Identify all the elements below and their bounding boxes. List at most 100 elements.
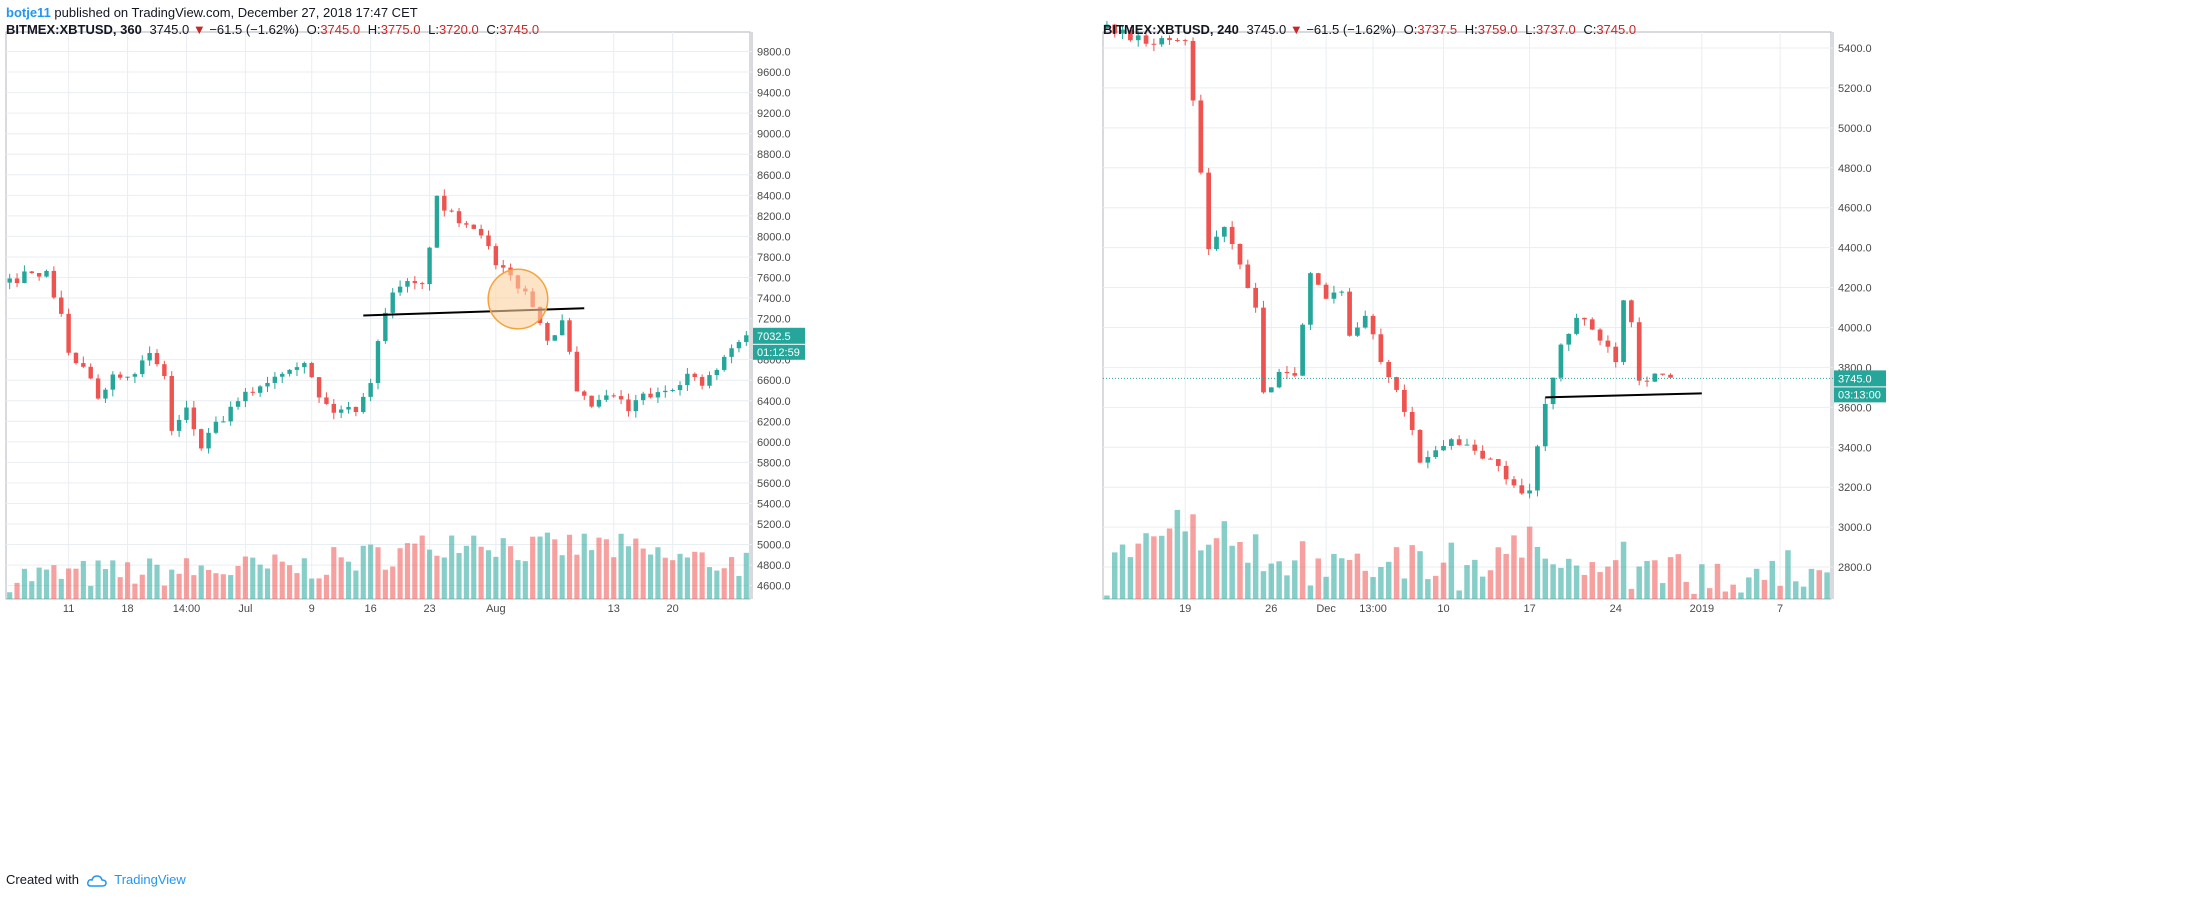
volume-bar bbox=[1464, 565, 1470, 599]
left-chart-panel[interactable]: 4600.0 4800.0 5000.0 5200.0 5400.0 5600.0 5800… bbox=[0, 21, 1095, 841]
candle-body bbox=[648, 393, 653, 398]
candle-body bbox=[471, 224, 476, 229]
volume-bar bbox=[625, 546, 632, 599]
volume-bar bbox=[1456, 590, 1462, 599]
y-tick-label: 8400.0 bbox=[757, 190, 791, 202]
high-value: 3759.0 bbox=[1477, 22, 1518, 37]
candle-body bbox=[1214, 236, 1219, 250]
candle-body bbox=[1402, 389, 1407, 412]
volume-bar bbox=[1213, 538, 1220, 599]
volume-bar bbox=[1761, 579, 1768, 599]
volume-bar bbox=[242, 556, 248, 599]
volume-bar bbox=[721, 568, 727, 599]
right-chart-panel[interactable]: 2800.0 3000.0 3200.0 3400.0 3600.0 3800.0 4000… bbox=[1097, 21, 2192, 841]
x-tick-label: 11 bbox=[63, 603, 74, 615]
x-tick-label: 20 bbox=[667, 603, 679, 615]
x-tick-label: 16 bbox=[365, 603, 377, 615]
author-link[interactable]: botje11 bbox=[6, 5, 51, 20]
volume-bar bbox=[353, 570, 359, 599]
x-tick-label: 24 bbox=[1610, 603, 1622, 615]
candle-body bbox=[1542, 404, 1548, 447]
x-tick-label: 13 bbox=[608, 603, 620, 615]
volume-bar bbox=[147, 558, 153, 599]
candle-body bbox=[493, 246, 499, 266]
volume-bar bbox=[213, 573, 219, 599]
volume-bar bbox=[345, 561, 352, 599]
candle-body bbox=[1472, 444, 1478, 451]
volume-bar bbox=[95, 560, 101, 599]
open-label: O: bbox=[1403, 22, 1418, 37]
price-label-box bbox=[1834, 370, 1886, 387]
candle-body bbox=[368, 383, 373, 397]
candle-body bbox=[699, 377, 705, 386]
volume-bar bbox=[655, 547, 661, 599]
volume-bar bbox=[1511, 535, 1517, 599]
candle-body bbox=[14, 278, 20, 284]
candle-body bbox=[1425, 456, 1431, 463]
candle-body bbox=[198, 429, 204, 449]
candle-body bbox=[265, 382, 270, 387]
volume-bar bbox=[1777, 585, 1783, 599]
volume-bar bbox=[699, 552, 705, 599]
volume-bar bbox=[1331, 553, 1337, 599]
candle-body bbox=[66, 313, 71, 353]
candle-body bbox=[1355, 327, 1360, 336]
candle-body bbox=[633, 400, 639, 412]
volume-bar bbox=[43, 569, 50, 599]
candle-body bbox=[456, 211, 462, 224]
volume-bar bbox=[1769, 560, 1776, 599]
x-tick-label: Dec bbox=[1316, 603, 1336, 615]
change-value: −61.5 (−1.62%) bbox=[209, 22, 299, 37]
volume-bar bbox=[1221, 521, 1228, 599]
candle-body bbox=[1386, 362, 1392, 378]
volume-bar bbox=[515, 560, 521, 599]
publish-info: published on TradingView.com, December 2… bbox=[54, 5, 418, 20]
candle-body bbox=[1339, 291, 1345, 293]
candle-body bbox=[36, 272, 42, 277]
volume-bar bbox=[1260, 571, 1267, 599]
candle-body bbox=[1550, 377, 1556, 405]
volume-bar bbox=[1229, 545, 1235, 599]
candle-body bbox=[1245, 264, 1251, 288]
y-tick-label: 3600.0 bbox=[1838, 402, 1872, 414]
candle-body bbox=[1159, 38, 1165, 45]
left-chart-svg[interactable]: 4600.0 4800.0 5000.0 5200.0 5400.0 5600.0 5800… bbox=[0, 21, 1095, 841]
volume-bar bbox=[1378, 567, 1384, 599]
volume-bar bbox=[1401, 578, 1408, 599]
volume-bar bbox=[434, 555, 440, 599]
y-tick-label: 8200.0 bbox=[757, 211, 791, 223]
volume-bar bbox=[508, 546, 514, 599]
volume-bar bbox=[1722, 591, 1729, 599]
candle-body bbox=[191, 407, 197, 430]
volume-bar bbox=[611, 557, 617, 599]
y-tick-label: 4800.0 bbox=[757, 560, 791, 572]
volume-bar bbox=[1448, 542, 1455, 599]
volume-bar bbox=[264, 568, 271, 599]
volume-bar bbox=[294, 573, 300, 599]
volume-bar bbox=[110, 560, 116, 599]
volume-bar bbox=[198, 565, 204, 599]
high-value: 3775.0 bbox=[380, 22, 421, 37]
y-tick-label: 6000.0 bbox=[757, 437, 791, 449]
candle-body bbox=[1120, 29, 1125, 34]
x-tick-label: 7 bbox=[1777, 603, 1783, 615]
right-chart-svg[interactable]: 2800.03000.03200.03400.03600.03800.04000… bbox=[1097, 21, 2192, 841]
candle-body bbox=[736, 342, 742, 349]
candle-body bbox=[213, 421, 219, 433]
volume-bar bbox=[1730, 584, 1736, 599]
volume-bar bbox=[1503, 553, 1509, 599]
x-tick-label: 19 bbox=[1179, 603, 1191, 615]
candle-body bbox=[44, 270, 49, 277]
volume-bar bbox=[1354, 553, 1361, 599]
candle-body bbox=[346, 406, 351, 410]
volume-bar bbox=[647, 554, 654, 599]
candle-body bbox=[1175, 40, 1180, 42]
volume-bar bbox=[1479, 576, 1486, 599]
candle-body bbox=[1253, 287, 1258, 308]
price-label-text: 7032.5 bbox=[757, 331, 791, 343]
candle-body bbox=[1292, 373, 1298, 376]
tradingview-link[interactable]: TradingView bbox=[114, 872, 186, 887]
volume-bar bbox=[706, 567, 713, 599]
volume-bar bbox=[1198, 550, 1204, 599]
candle-body bbox=[117, 374, 123, 378]
